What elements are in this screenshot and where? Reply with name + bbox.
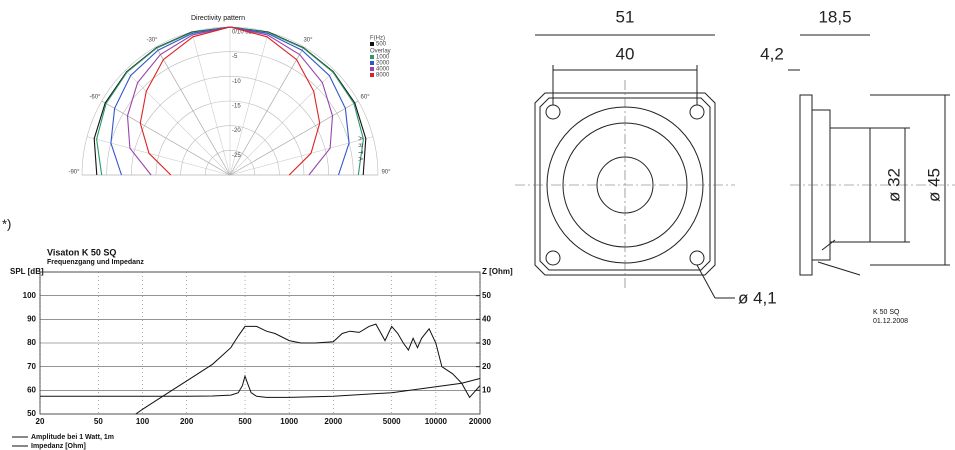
series-line (135, 323, 481, 415)
r-tick-label: -10 (232, 79, 241, 85)
angle-tick (229, 46, 305, 176)
dimension: 40 (616, 44, 635, 63)
series-line (40, 374, 481, 398)
legend-swatch (370, 55, 374, 59)
model: K 50 SQ (873, 309, 900, 316)
x-tick-label: 20 (36, 417, 45, 426)
x-tick-label: 1000 (280, 417, 298, 426)
legend-label: 2000 (376, 61, 390, 67)
x-tick-label: 200 (180, 417, 194, 426)
legend-label: 4000 (376, 67, 390, 73)
y-tick-label: 100 (23, 291, 37, 300)
y2-tick-label: 10 (482, 385, 491, 394)
x-tick-label: 500 (238, 417, 252, 426)
r-tick-label: 0/10 dB (232, 30, 253, 36)
y-tick-label: 80 (27, 338, 36, 347)
y-tick-label: 60 (27, 385, 36, 394)
chart-subtitle: Frequenzgang und Impedanz (47, 259, 144, 266)
angle-tick-label: -30° (146, 37, 158, 43)
grid-ring (180, 125, 280, 176)
angle-tick (101, 100, 231, 176)
legend-swatch (370, 73, 374, 77)
dimension: ø 32 (884, 168, 903, 202)
y-tick-label: 70 (27, 362, 36, 371)
legend-label: 500 (376, 42, 387, 48)
x-tick-label: 20000 (469, 417, 492, 426)
legend-label: 8000 (376, 73, 390, 79)
y2-tick-label: 40 (482, 314, 491, 323)
note: *) (2, 216, 11, 231)
x-tick-label: 50 (94, 417, 103, 426)
y2-tick-label: 30 (482, 338, 491, 347)
angle-tick-label: -60° (89, 95, 101, 101)
date: 01.12.2008 (873, 318, 908, 325)
y-tick-label: 50 (27, 409, 36, 418)
legend-swatch (370, 42, 374, 46)
legend-label: 1000 (376, 55, 390, 61)
grid-ring (106, 51, 354, 176)
legend-label: Amplitude bei 1 Watt, 1m (31, 434, 114, 441)
r-tick-label: -15 (232, 104, 241, 110)
chart-title: Directivity pattern (191, 15, 245, 22)
legend-swatch (370, 67, 374, 71)
legend-label: Impedanz [Ohm] (31, 443, 86, 450)
angle-tick (229, 100, 359, 176)
x-tick-label: 10000 (425, 417, 448, 426)
y2-tick-label: 20 (482, 362, 491, 371)
series-line (139, 26, 321, 176)
dimension: 4,2 (760, 44, 784, 63)
dimension: ø 45 (924, 168, 943, 202)
angle-tick (155, 46, 231, 176)
y-axis-label: SPL [dB] (10, 267, 44, 276)
r-tick-label: -20 (232, 128, 241, 134)
x-tick-label: 100 (136, 417, 150, 426)
grid-ring (205, 150, 255, 176)
dimension: 18,5 (818, 7, 851, 26)
x-tick-label: 5000 (383, 417, 401, 426)
annotation: ARTA (356, 136, 362, 163)
dimension: ø 4,1 (738, 288, 777, 307)
legend-title: F(Hz) (370, 36, 385, 42)
angle-tick-label: 90° (381, 170, 391, 176)
grid-ring (155, 100, 305, 176)
chart-title: Visaton K 50 SQ (47, 247, 116, 257)
legend-swatch (370, 61, 374, 65)
legend-overlay: Overlay (370, 49, 391, 55)
angle-tick-label: -90° (68, 170, 80, 176)
y-tick-label: 90 (27, 314, 36, 323)
r-tick-label: -25 (232, 153, 241, 159)
r-tick-label: -5 (232, 54, 238, 60)
angle-tick-label: 30° (303, 37, 313, 43)
drawing (515, 34, 955, 299)
y2-axis-label: Z [Ohm] (482, 267, 513, 276)
dimension: 51 (616, 7, 635, 26)
y2-tick-label: 50 (482, 291, 491, 300)
angle-tick-label: 60° (361, 95, 371, 101)
x-tick-label: 2000 (324, 417, 342, 426)
